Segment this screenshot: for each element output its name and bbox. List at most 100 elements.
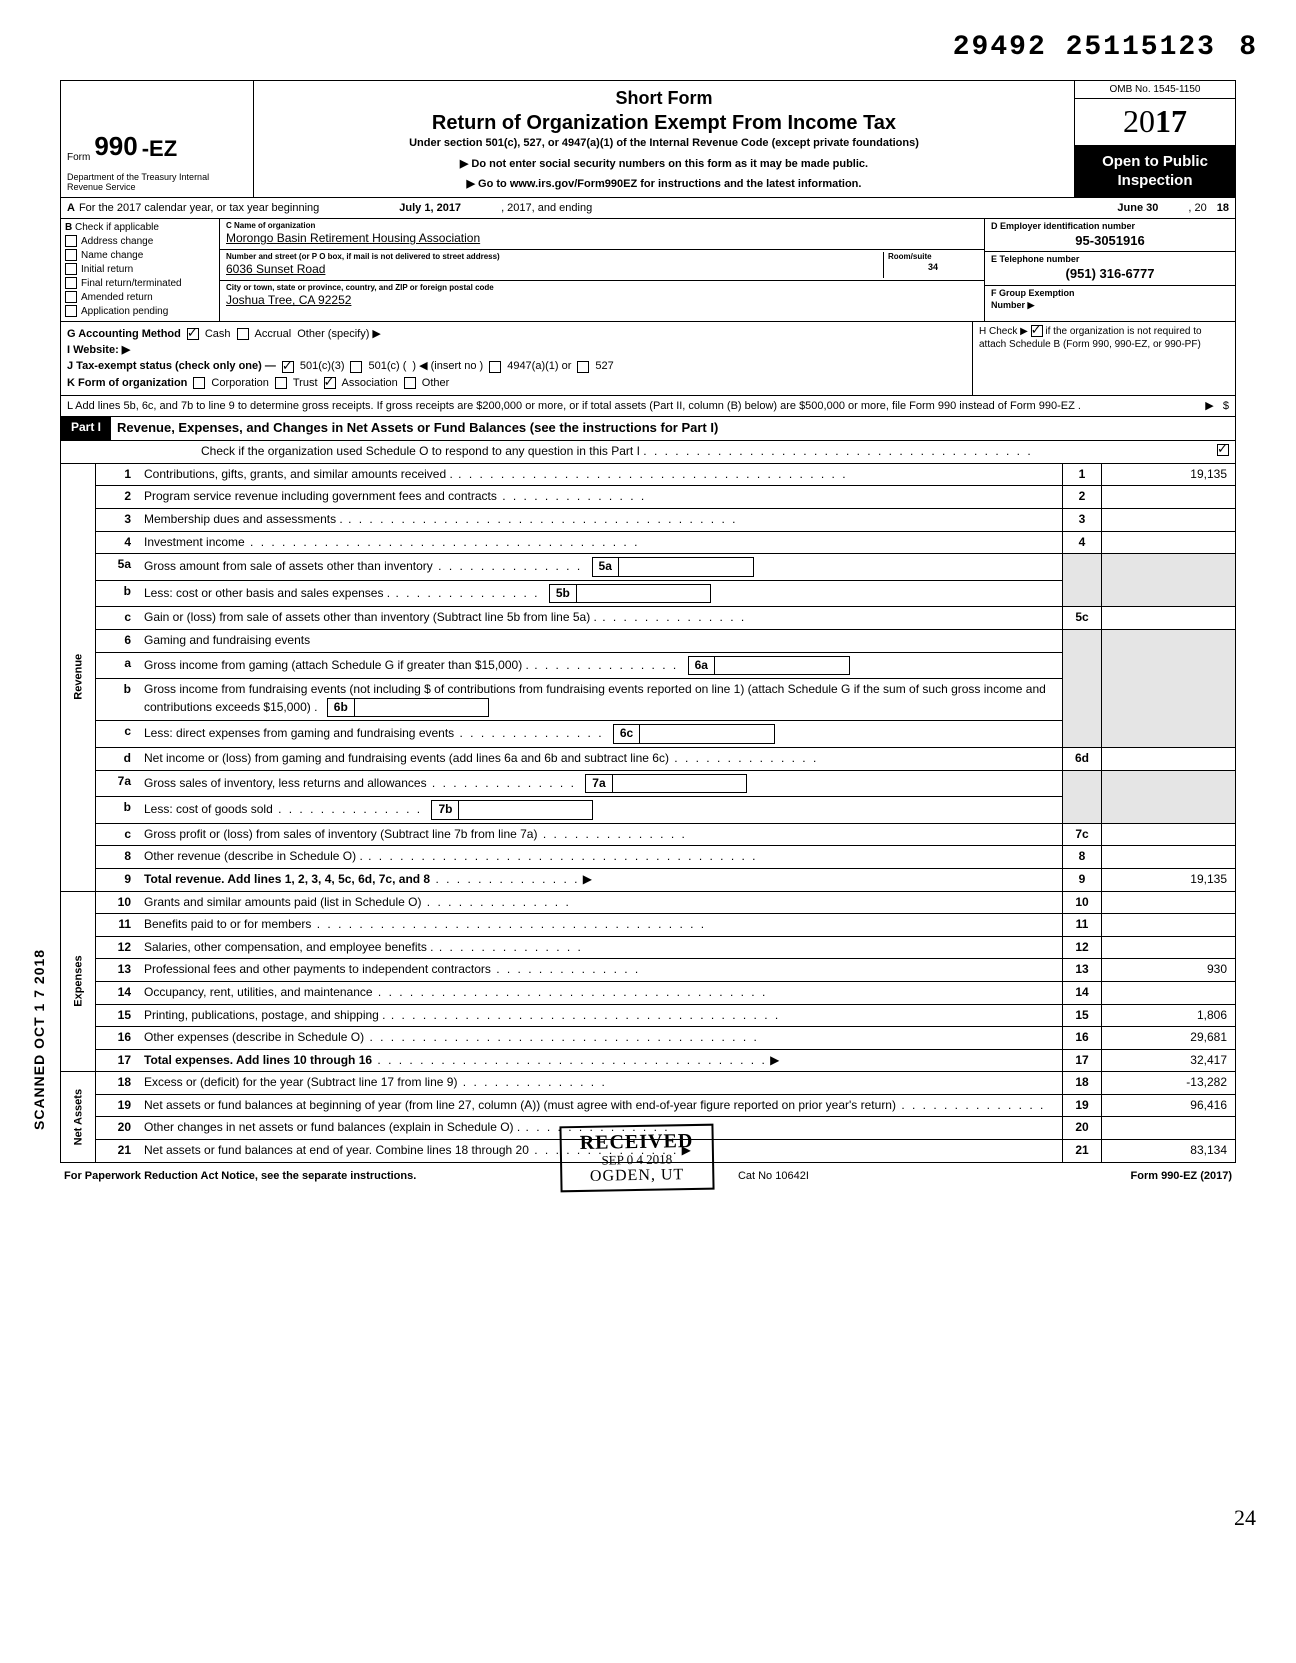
line-13-num: 13 (96, 959, 140, 982)
chk-4947[interactable] (489, 361, 501, 373)
vlabel-net-assets: Net Assets (61, 1072, 96, 1162)
org-city: Joshua Tree, CA 92252 (226, 293, 978, 309)
line-19-val: 96,416 (1102, 1094, 1236, 1117)
line-14-desc: Occupancy, rent, utilities, and maintena… (144, 985, 373, 999)
line-5c-val (1102, 607, 1236, 630)
line-6b-num: b (96, 679, 140, 721)
line-9-val: 19,135 (1102, 868, 1236, 891)
chk-corporation[interactable] (193, 377, 205, 389)
chk-initial-return[interactable] (65, 263, 77, 275)
col-c-addr-label: Number and street (or P O box, if mail i… (226, 252, 883, 262)
chk-association[interactable] (324, 377, 336, 389)
line-10-box: 10 (1063, 891, 1102, 914)
group-exemption-label: F Group Exemption Number ▶ (991, 288, 1229, 311)
year-prefix: 20 (1123, 103, 1155, 139)
open-to-public: Open to Public Inspection (1075, 146, 1235, 197)
row-l: L Add lines 5b, 6c, and 7b to line 9 to … (60, 395, 1236, 417)
chk-501c3[interactable] (282, 361, 294, 373)
chk-amended-return[interactable] (65, 291, 77, 303)
line-1-box: 1 (1063, 463, 1102, 486)
scanned-stamp: SCANNED OCT 1 7 2018 (30, 949, 48, 1130)
row-a-end: June 30 (1117, 201, 1158, 215)
row-a-label: A (67, 201, 75, 215)
line-20-box: 20 (1063, 1117, 1102, 1140)
header-stamp-number: 29492 25115123 (953, 30, 1216, 66)
chk-h[interactable] (1031, 325, 1043, 337)
return-title: Return of Organization Exempt From Incom… (432, 110, 896, 136)
line-13-box: 13 (1063, 959, 1102, 982)
chk-name-change[interactable] (65, 249, 77, 261)
line-14-box: 14 (1063, 981, 1102, 1004)
line-6a-desc: Gross income from gaming (attach Schedul… (144, 658, 529, 672)
chk-501c[interactable] (350, 361, 362, 373)
chk-cash[interactable] (187, 328, 199, 340)
chk-cash-label: Cash (205, 327, 231, 341)
line-19-num: 19 (96, 1094, 140, 1117)
line-18-num: 18 (96, 1072, 140, 1095)
part1-sub: Check if the organization used Schedule … (60, 441, 1236, 463)
line-7c-desc: Gross profit or (loss) from sales of inv… (144, 827, 537, 841)
line-11-val (1102, 914, 1236, 937)
line-3-desc: Membership dues and assessments . (144, 512, 343, 526)
line-2-val (1102, 486, 1236, 509)
line-5b-sub: 5b (550, 585, 577, 603)
chk-527[interactable] (577, 361, 589, 373)
year-bold: 17 (1155, 103, 1187, 139)
line-8-box: 8 (1063, 846, 1102, 869)
line-12-num: 12 (96, 936, 140, 959)
line-1-num: 1 (96, 463, 140, 486)
chk-final-return[interactable] (65, 277, 77, 289)
g-other-label: Other (specify) ▶ (297, 327, 381, 341)
col-b-label: B (65, 222, 72, 233)
line-8-num: 8 (96, 846, 140, 869)
chk-other-org[interactable] (404, 377, 416, 389)
row-a-end-yr: 18 (1217, 201, 1229, 215)
line-12-val (1102, 936, 1236, 959)
row-a: A For the 2017 calendar year, or tax yea… (60, 197, 1236, 218)
j2-label: 501(c) ( (368, 359, 406, 373)
line-6d-val (1102, 747, 1236, 770)
k2-label: Trust (293, 376, 318, 390)
line-15-val: 1,806 (1102, 1004, 1236, 1027)
under-section: Under section 501(c), 527, or 4947(a)(1)… (409, 136, 919, 150)
line-3-box: 3 (1063, 509, 1102, 532)
row-a-mid: , 2017, and ending (501, 201, 592, 215)
line-5b-num: b (96, 580, 140, 607)
line-7a-sub: 7a (586, 775, 612, 793)
chk-accrual[interactable] (237, 328, 249, 340)
line-7a-desc: Gross sales of inventory, less returns a… (144, 776, 427, 790)
line-6-desc: Gaming and fundraising events (144, 633, 310, 647)
line-16-desc: Other expenses (describe in Schedule O) (144, 1030, 364, 1044)
line-7b-sub: 7b (432, 801, 459, 819)
line-6d-box: 6d (1063, 747, 1102, 770)
chk-name-change-label: Name change (81, 249, 143, 262)
line-2-desc: Program service revenue including govern… (144, 489, 497, 503)
chk-trust[interactable] (275, 377, 287, 389)
row-l-arrow: ▶ (1205, 400, 1213, 412)
chk-address-change[interactable] (65, 235, 77, 247)
line-19-box: 19 (1063, 1094, 1102, 1117)
h-label: H Check ▶ (979, 326, 1028, 337)
col-b: B Check if applicable Address change Nam… (61, 219, 220, 321)
ein-label: D Employer identification number (991, 221, 1229, 233)
handwritten-page-number: 24 (1234, 1504, 1256, 1533)
dept-label: Department of the Treasury Internal Reve… (67, 172, 247, 193)
chk-accrual-label: Accrual (255, 327, 292, 341)
j2b-label: ) ◀ (insert no ) (412, 359, 483, 373)
j3-label: 4947(a)(1) or (507, 359, 571, 373)
line-6b-sub: 6b (328, 699, 355, 717)
line-7c-val (1102, 823, 1236, 846)
line-18-box: 18 (1063, 1072, 1102, 1095)
chk-initial-return-label: Initial return (81, 263, 133, 276)
received-stamp-line3: OGDEN, UT (580, 1166, 694, 1186)
footer-left: For Paperwork Reduction Act Notice, see … (64, 1169, 416, 1183)
line-17-val: 32,417 (1102, 1049, 1236, 1072)
line-16-box: 16 (1063, 1027, 1102, 1050)
line-5a-sub: 5a (593, 558, 619, 576)
line-15-num: 15 (96, 1004, 140, 1027)
line-10-val (1102, 891, 1236, 914)
col-c: C Name of organization Morongo Basin Ret… (220, 219, 985, 321)
chk-application-pending[interactable] (65, 305, 77, 317)
phone-label: E Telephone number (991, 254, 1229, 266)
chk-schedule-o[interactable] (1217, 444, 1229, 456)
